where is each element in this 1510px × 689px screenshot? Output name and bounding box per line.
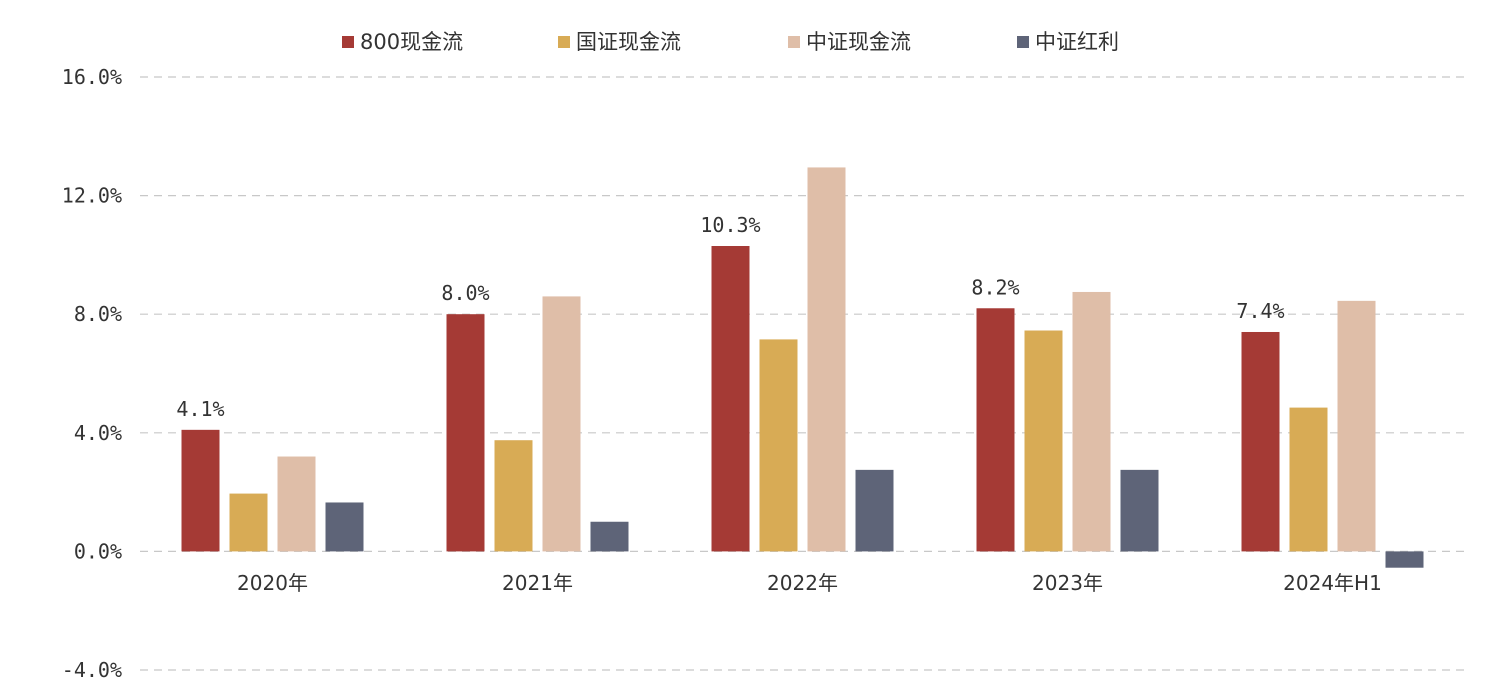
bar xyxy=(976,308,1015,552)
y-tick-label: 8.0% xyxy=(74,302,122,326)
y-tick-label: 16.0% xyxy=(62,65,122,89)
legend: 800现金流 国证现金流 中证现金流 中证红利 xyxy=(342,30,1119,54)
bar xyxy=(325,502,364,552)
data-label: 8.2% xyxy=(971,275,1019,299)
legend-label: 中证红利 xyxy=(1035,30,1119,54)
bar xyxy=(446,314,485,552)
bar xyxy=(1120,469,1159,552)
legend-swatch xyxy=(342,36,354,48)
x-tick-label: 2022年 xyxy=(767,571,838,595)
bar xyxy=(1072,291,1111,552)
legend-swatch xyxy=(1017,36,1029,48)
x-tick-label: 2023年 xyxy=(1032,571,1103,595)
y-axis: 16.0% 12.0% 8.0% 4.0% 0.0% -4.0% xyxy=(62,65,122,682)
legend-swatch xyxy=(788,36,800,48)
y-tick-label: 0.0% xyxy=(74,539,122,563)
y-tick-label: -4.0% xyxy=(62,658,122,682)
bar xyxy=(807,167,846,552)
x-tick-label: 2021年 xyxy=(502,571,573,595)
bar xyxy=(181,429,220,552)
bar xyxy=(277,456,316,552)
bar xyxy=(1385,551,1424,568)
x-tick-label: 2024年H1 xyxy=(1283,571,1382,595)
bars xyxy=(181,167,1424,568)
bar xyxy=(1289,407,1328,552)
bar xyxy=(494,440,533,552)
bar xyxy=(542,296,581,552)
bar xyxy=(1241,331,1280,552)
data-labels: 4.1% 8.0% 10.3% 8.2% 7.4% xyxy=(176,213,1284,421)
x-axis: 2020年 2021年 2022年 2023年 2024年H1 xyxy=(237,571,1382,595)
bar xyxy=(1337,300,1376,552)
y-tick-label: 12.0% xyxy=(62,184,122,208)
bar xyxy=(855,469,894,552)
legend-label: 800现金流 xyxy=(360,30,463,54)
gridlines xyxy=(140,76,1465,671)
bar xyxy=(759,339,798,552)
bar xyxy=(229,493,268,552)
data-label: 10.3% xyxy=(700,213,760,237)
data-label: 7.4% xyxy=(1236,299,1284,323)
data-label: 4.1% xyxy=(176,397,224,421)
x-tick-label: 2020年 xyxy=(237,571,308,595)
data-label: 8.0% xyxy=(441,281,489,305)
y-tick-label: 4.0% xyxy=(74,421,122,445)
legend-label: 中证现金流 xyxy=(806,30,911,54)
bar xyxy=(1024,330,1063,552)
bar xyxy=(590,521,629,552)
bar xyxy=(711,246,750,552)
legend-swatch xyxy=(558,36,570,48)
legend-label: 国证现金流 xyxy=(576,30,681,54)
